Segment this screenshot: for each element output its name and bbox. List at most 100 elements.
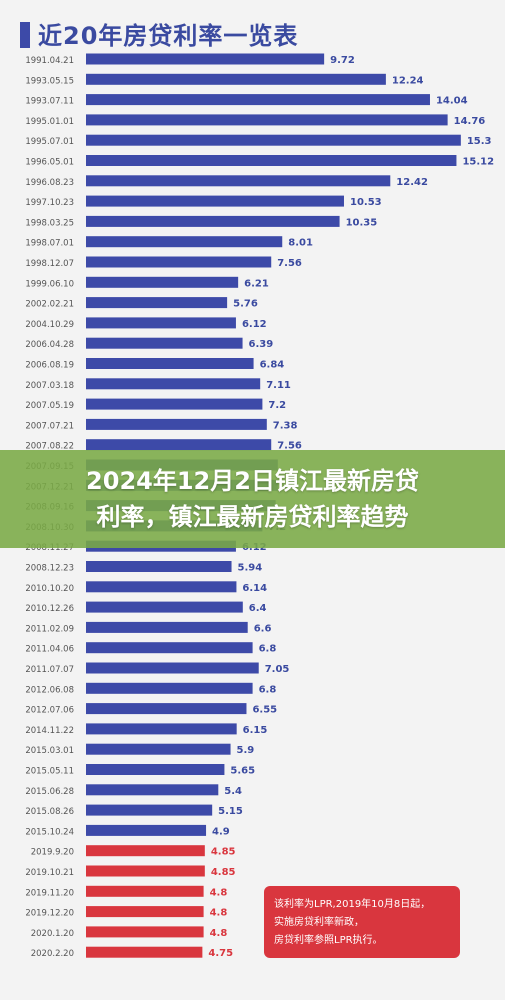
rate-bar	[86, 804, 213, 816]
rate-value-label: 5.94	[238, 563, 263, 574]
rate-bar	[86, 601, 243, 613]
rate-value-label: 6.12	[242, 319, 267, 330]
date-label: 1998.07.01	[25, 239, 74, 249]
date-label: 2006.04.28	[25, 340, 74, 350]
rate-value-label: 12.24	[392, 75, 424, 86]
rate-value-label: 6.39	[249, 339, 274, 350]
rate-bar	[86, 723, 237, 735]
date-label: 2006.08.19	[25, 361, 74, 371]
rate-bar	[86, 134, 461, 146]
date-label: 2019.11.20	[25, 888, 74, 898]
date-label: 2010.12.26	[25, 604, 74, 614]
rate-bar	[86, 561, 232, 572]
date-label: 2007.07.21	[25, 421, 74, 431]
date-label: 2015.03.01	[25, 746, 74, 756]
date-label: 2012.06.08	[25, 685, 74, 695]
rate-bar	[86, 114, 448, 126]
rate-bar	[86, 906, 204, 918]
rate-bar	[86, 926, 204, 938]
rate-value-label: 5.76	[233, 299, 258, 310]
rate-value-label: 6.8	[259, 684, 277, 695]
rate-value-label: 14.04	[436, 96, 468, 107]
rate-value-label: 6.21	[244, 278, 269, 289]
rate-bar	[86, 53, 325, 65]
date-label: 2019.10.21	[25, 868, 74, 878]
date-label: 2010.10.20	[25, 584, 74, 594]
rate-value-label: 8.01	[288, 238, 313, 249]
headline-line-1: 2024年12月2日镇江最新房贷	[86, 467, 419, 495]
rate-bar	[86, 784, 219, 796]
date-label: 2002.02.21	[25, 300, 74, 310]
rate-value-label: 6.55	[252, 705, 277, 716]
rate-value-label: 12.42	[396, 177, 428, 188]
date-label: 1996.05.01	[25, 158, 74, 168]
rate-bar	[86, 418, 267, 430]
rate-bar	[86, 621, 248, 633]
rate-bar	[86, 195, 344, 207]
rate-value-label: 7.56	[277, 258, 302, 269]
date-label: 2008.12.23	[25, 564, 74, 574]
rate-bar	[86, 439, 272, 451]
rate-bar	[86, 73, 386, 85]
rate-value-label: 6.84	[260, 360, 285, 371]
date-label: 2019.9.20	[31, 848, 74, 858]
date-label: 1995.07.01	[25, 137, 74, 147]
rate-value-label: 5.4	[224, 786, 242, 797]
rate-value-label: 4.85	[211, 847, 236, 858]
rate-value-label: 6.14	[242, 583, 267, 594]
date-label: 2007.03.18	[25, 381, 74, 391]
date-label: 2008.11.27	[25, 543, 74, 553]
date-label: 2007.08.22	[25, 442, 74, 452]
rate-value-label: 7.2	[268, 400, 286, 411]
rate-bar	[86, 337, 243, 349]
date-label: 2011.02.09	[25, 624, 74, 634]
date-label: 2015.06.28	[25, 787, 74, 797]
title-accent-bar	[20, 22, 30, 48]
headline-banner: 2024年12月2日镇江最新房贷 利率，镇江最新房贷利率趋势	[0, 450, 505, 548]
date-label: 1991.04.21	[25, 56, 74, 66]
rate-value-label: 4.9	[212, 826, 230, 837]
rate-value-label: 7.05	[265, 664, 290, 675]
rate-bar	[86, 358, 254, 369]
rate-value-label: 15.3	[467, 136, 492, 147]
rate-bar	[86, 824, 207, 836]
date-label: 1998.12.07	[25, 259, 74, 269]
rate-value-label: 5.15	[218, 806, 243, 817]
rate-bar	[86, 215, 340, 227]
date-label: 2011.07.07	[25, 665, 74, 675]
rate-value-label: 6.4	[249, 603, 267, 614]
date-label: 2012.07.06	[25, 706, 74, 716]
date-label: 2015.08.26	[25, 807, 74, 817]
date-label: 1993.07.11	[25, 97, 74, 107]
rate-value-label: 5.9	[237, 745, 255, 756]
date-label: 1999.06.10	[25, 279, 74, 289]
rate-value-label: 4.8	[210, 887, 228, 898]
date-label: 2011.04.06	[25, 645, 74, 655]
rate-value-label: 6.6	[254, 623, 272, 634]
rate-bar	[86, 256, 272, 268]
rate-value-label: 10.35	[346, 217, 378, 228]
date-label: 2015.10.24	[25, 827, 74, 837]
rate-bar	[86, 642, 253, 654]
date-label: 2020.2.20	[31, 949, 74, 959]
rate-bar	[86, 155, 457, 166]
headline-line-2: 利率，镇江最新房贷利率趋势	[96, 503, 409, 531]
rate-bar	[86, 682, 253, 694]
date-label: 2004.10.29	[25, 320, 74, 330]
rate-bar	[86, 581, 237, 593]
rate-bar	[86, 236, 283, 248]
rate-bar	[86, 743, 231, 755]
rate-bar	[86, 885, 204, 897]
rate-value-label: 4.8	[210, 908, 228, 919]
date-label: 1998.03.25	[25, 218, 74, 228]
chart-title: 近20年房贷利率一览表	[38, 22, 299, 50]
rate-value-label: 10.53	[350, 197, 382, 208]
rate-bar	[86, 276, 239, 288]
date-label: 1996.08.23	[25, 178, 74, 188]
date-label: 1993.05.15	[25, 76, 74, 86]
lpr-note-box: 该利率为LPR,2019年10月8日起， 实施房贷利率新政， 房贷利率参照LPR…	[264, 886, 460, 958]
rate-value-label: 5.65	[230, 766, 255, 777]
rate-bar	[86, 946, 203, 958]
rate-bar	[86, 398, 263, 410]
